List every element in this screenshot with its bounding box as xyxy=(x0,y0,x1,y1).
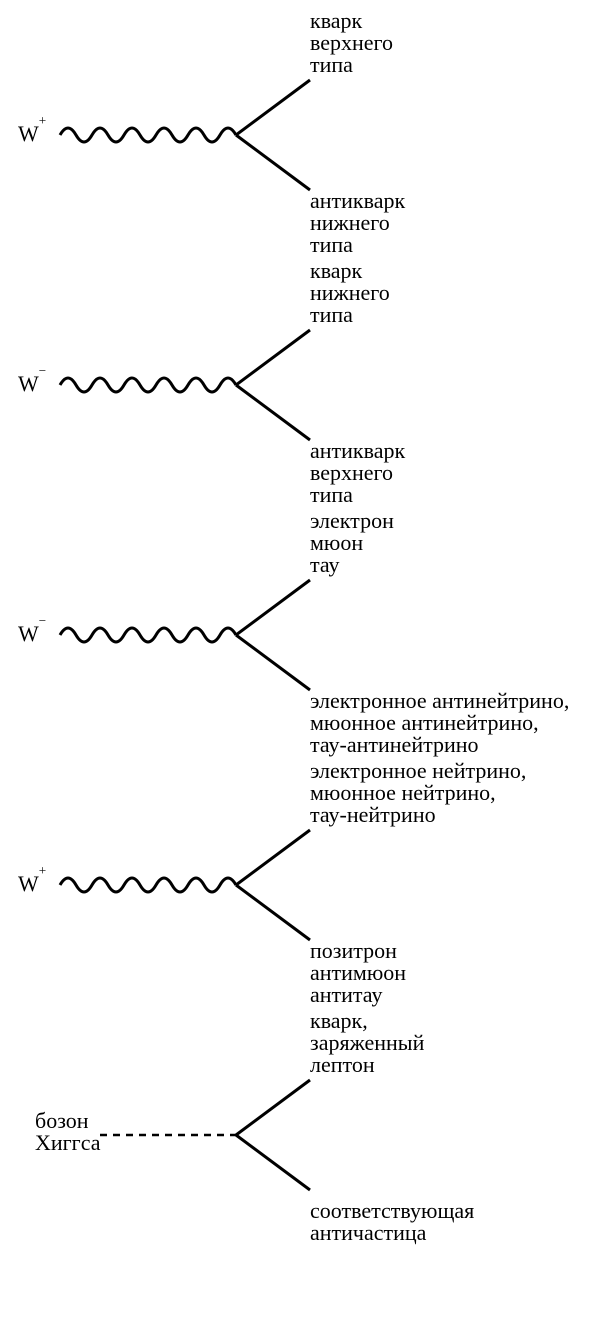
input-particle-label: W− xyxy=(18,622,46,645)
text-line: нижнего xyxy=(310,212,590,234)
input-particle-label: W+ xyxy=(18,122,46,145)
text-line: антикварк xyxy=(310,440,590,462)
text-line: тау-антинейтрино xyxy=(310,734,590,756)
branch-line-down xyxy=(236,385,310,440)
branch-line-down xyxy=(236,1135,310,1190)
text-line: мюон xyxy=(310,532,590,554)
upper-product-label: кварк, заряженный лептон xyxy=(310,1010,590,1076)
branch-line-down xyxy=(236,135,310,190)
lower-product-label: соответствующая античастица xyxy=(310,1200,590,1244)
input-particle-text: бозонХиггса xyxy=(35,1108,101,1155)
text-line: тау xyxy=(310,554,590,576)
text-line: кварк, xyxy=(310,1010,590,1032)
text-line: тау-нейтрино xyxy=(310,804,590,826)
text-line: заряженный xyxy=(310,1032,590,1054)
lower-product-label: электронное антинейтрино, мюонное антине… xyxy=(310,690,590,756)
input-particle-text: W− xyxy=(18,371,46,396)
diagram-w-plus-quarks: W+ кварк верхнего типа антикварк нижнего… xyxy=(0,10,600,260)
boson-wave-line xyxy=(60,628,236,642)
text-line: мюонное антинейтрино, xyxy=(310,712,590,734)
text-line: античастица xyxy=(310,1222,590,1244)
text-line: мюонное нейтрино, xyxy=(310,782,590,804)
feynman-diagram-set: W+ кварк верхнего типа антикварк нижнего… xyxy=(0,0,600,1290)
text-line: типа xyxy=(310,484,590,506)
input-particle-text: W+ xyxy=(18,121,46,146)
branch-line-up xyxy=(236,830,310,885)
text-line: типа xyxy=(310,234,590,256)
branch-line-down xyxy=(236,635,310,690)
input-particle-label: W+ xyxy=(18,872,46,895)
branch-line-up xyxy=(236,330,310,385)
branch-line-up xyxy=(236,80,310,135)
upper-product-label: кварк нижнего типа xyxy=(310,260,590,326)
diagram-w-minus-quarks: W− кварк нижнего типа антикварк верхнего… xyxy=(0,260,600,510)
text-line: верхнего xyxy=(310,32,590,54)
lower-product-label: антикварк верхнего типа xyxy=(310,440,590,506)
text-line: типа xyxy=(310,304,590,326)
text-line: нижнего xyxy=(310,282,590,304)
diagram-w-plus-leptons: W+ электронное нейтрино, мюонное нейтрин… xyxy=(0,760,600,1010)
text-line: кварк xyxy=(310,10,590,32)
boson-wave-line xyxy=(60,878,236,892)
text-line: типа xyxy=(310,54,590,76)
upper-product-label: электрон мюон тау xyxy=(310,510,590,576)
input-particle-label: W− xyxy=(18,372,46,395)
diagram-higgs: бозонХиггса кварк, заряженный лептон соо… xyxy=(0,1010,600,1260)
branch-line-up xyxy=(236,580,310,635)
branch-line-up xyxy=(236,1080,310,1135)
input-particle-text: W− xyxy=(18,621,46,646)
upper-product-label: электронное нейтрино, мюонное нейтрино, … xyxy=(310,760,590,826)
boson-wave-line xyxy=(60,378,236,392)
text-line: соответствующая xyxy=(310,1200,590,1222)
branch-line-down xyxy=(236,885,310,940)
text-line: кварк xyxy=(310,260,590,282)
text-line: антимюон xyxy=(310,962,590,984)
upper-product-label: кварк верхнего типа xyxy=(310,10,590,76)
text-line: позитрон xyxy=(310,940,590,962)
lower-product-label: позитрон антимюон антитау xyxy=(310,940,590,1006)
text-line: электрон xyxy=(310,510,590,532)
input-particle-text: W+ xyxy=(18,871,46,896)
text-line: электронное нейтрино, xyxy=(310,760,590,782)
lower-product-label: антикварк нижнего типа xyxy=(310,190,590,256)
input-particle-label: бозонХиггса xyxy=(35,1110,101,1154)
boson-wave-line xyxy=(60,128,236,142)
text-line: антикварк xyxy=(310,190,590,212)
text-line: электронное антинейтрино, xyxy=(310,690,590,712)
text-line: антитау xyxy=(310,984,590,1006)
text-line: лептон xyxy=(310,1054,590,1076)
diagram-w-minus-leptons: W− электрон мюон тау электронное антиней… xyxy=(0,510,600,760)
text-line: верхнего xyxy=(310,462,590,484)
